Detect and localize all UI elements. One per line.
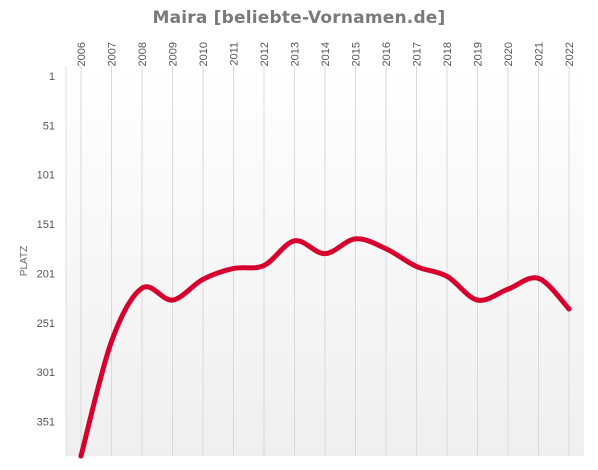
y-axis-label: PLATZ: [19, 246, 30, 276]
x-tick-label: 2018: [442, 42, 454, 66]
data-point-2008: [139, 285, 145, 291]
y-tick-label: 51: [43, 120, 55, 132]
x-tick-label: 2007: [107, 42, 119, 66]
data-point-2007: [109, 339, 114, 345]
data-point-2012: [261, 263, 267, 269]
x-tick-label: 2012: [259, 42, 271, 66]
data-point-2010: [200, 276, 206, 282]
x-tick-label: 2022: [564, 42, 576, 66]
x-tick-label: 2013: [290, 42, 302, 66]
data-point-2009: [170, 297, 175, 303]
x-tick-label: 2010: [198, 42, 210, 66]
y-tick-label: 351: [37, 416, 55, 428]
data-point-2011: [231, 265, 236, 271]
vertical-gridlines: [80, 66, 570, 456]
x-tick-label: 2011: [229, 42, 241, 66]
data-point-2016: [383, 246, 389, 252]
x-tick-label: 2019: [473, 42, 485, 66]
x-tick-label: 2016: [381, 42, 393, 66]
y-tick-label: 101: [37, 170, 55, 182]
x-tick-label: 2009: [168, 42, 180, 66]
x-tick-label: 2006: [76, 42, 88, 66]
series-layer: [78, 236, 572, 459]
y-tick-label: 151: [37, 219, 55, 231]
x-tick-label: 2015: [351, 42, 363, 66]
data-point-2014: [322, 251, 328, 257]
x-tick-labels: 2006 2007 2008 2009 2010 2011 2012 2013 2014 2015…: [76, 42, 576, 66]
data-point-2006: [78, 453, 84, 459]
data-point-2021: [536, 275, 541, 281]
data-point-2022: [566, 306, 572, 312]
x-tick-label: 2014: [320, 42, 332, 66]
x-tick-label: 2008: [137, 42, 149, 66]
y-tick-label: 1: [49, 71, 55, 83]
y-tick-label: 251: [37, 318, 55, 330]
x-tick-label: 2017: [412, 42, 424, 66]
y-tick-label: 201: [37, 268, 55, 280]
data-point-2020: [505, 286, 511, 292]
x-tick-label: 2020: [503, 42, 515, 66]
data-point-2015: [353, 236, 358, 242]
y-tick-label: 301: [37, 367, 55, 379]
data-point-2013: [292, 238, 297, 244]
chart-title: Maira [beliebte-Vornamen.de]: [152, 8, 446, 28]
data-point-2018: [444, 273, 450, 279]
data-point-2019: [475, 297, 480, 303]
data-point-2017: [414, 263, 419, 269]
x-tick-label: 2021: [534, 42, 546, 66]
